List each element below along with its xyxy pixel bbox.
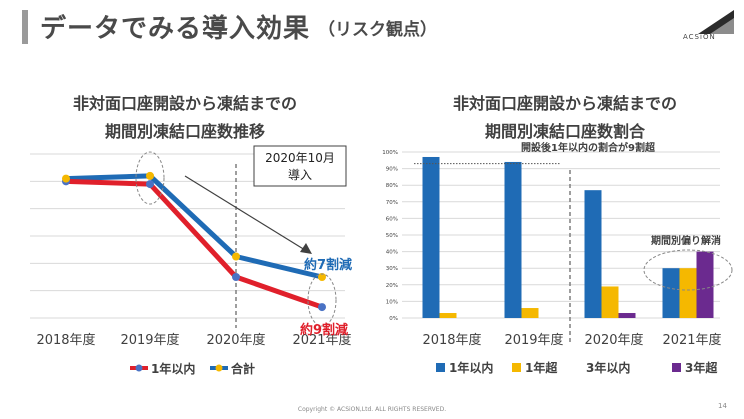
legend-label-1年超: 1年超 xyxy=(525,360,558,375)
bar-1年以内-2020年度 xyxy=(584,190,602,318)
data-point-合計 xyxy=(146,171,154,180)
trend-arrow-line xyxy=(184,175,306,251)
reduction-label-total: 約7割減 xyxy=(304,257,352,273)
bar-chart-title-line2: 期間別凍結口座数割合 xyxy=(484,122,645,141)
data-point-合計 xyxy=(232,252,240,261)
bar-chart-y-tick: 40% xyxy=(386,250,398,256)
bar-chart: 0% 10% 20% 30% 40% 50% 60% 70% 80% 90% 100% 2018年度 2… xyxy=(382,141,733,375)
line-chart-x-label: 2018年度 xyxy=(36,332,95,348)
bar-chart-x-label: 2021年度 xyxy=(662,332,721,348)
legend-swatch-1年超 xyxy=(512,363,521,372)
page-title: データでみる導入効果 xyxy=(40,14,311,44)
bar-1年以内-2021年度 xyxy=(662,268,680,318)
callout-box xyxy=(253,145,347,187)
data-point-1年以内 xyxy=(232,273,240,281)
bar-chart-y-tick: 30% xyxy=(386,266,398,272)
line-chart-title-line2: 期間別凍結口座数推移 xyxy=(104,122,265,141)
bar-chart-y-tick: 50% xyxy=(386,233,398,239)
legend-label-3年以内: 3年以内 xyxy=(586,360,630,375)
bar-1年超-2020年度 xyxy=(601,286,619,318)
trend-arrow-head xyxy=(300,243,312,254)
line-chart-title-line1: 非対面口座開設から凍結までの xyxy=(72,94,297,113)
bar-3年超-2021年度 xyxy=(696,251,714,318)
bar-chart-y-tick: 100% xyxy=(382,150,398,156)
highlight-ellipse-2019 xyxy=(135,151,165,205)
bar-chart-y-tick: 60% xyxy=(386,216,398,222)
legend-swatch-1年以内 xyxy=(436,363,445,372)
bar-chart-y-tick: 0% xyxy=(389,316,398,322)
legend-label-3年超: 3年超 xyxy=(685,360,718,375)
line-chart-x-label: 2020年度 xyxy=(206,332,265,348)
bar-1年超-2018年度 xyxy=(439,313,457,318)
data-point-1年以内 xyxy=(318,303,326,312)
line-chart-x-label: 2019年度 xyxy=(120,332,179,348)
bar-1年以内-2019年度 xyxy=(504,161,522,318)
data-point-1年以内 xyxy=(146,180,154,189)
highlight-ellipse-2021 xyxy=(307,273,337,327)
copyright-footer: Copyright © ACSiON,Ltd. ALL RIGHTS RESER… xyxy=(297,406,447,413)
legend-swatch-3年超 xyxy=(672,363,681,372)
bar-chart-y-tick: 20% xyxy=(386,283,398,289)
line-chart-x-label: 2021年度 xyxy=(292,332,351,348)
reduction-label-1yr: 約9割減 xyxy=(300,322,348,338)
data-point-合計 xyxy=(62,174,70,183)
bar-chart-y-tick: 70% xyxy=(386,200,398,206)
bar-chart-y-tick: 90% xyxy=(386,167,398,173)
highlight-ellipse-2021 xyxy=(643,249,733,291)
bar-1年以内-2018年度 xyxy=(422,156,440,318)
legend-marker-1年以内 xyxy=(135,364,143,372)
right-note: 期間別偏り解消 xyxy=(651,234,721,247)
page-number: 14 xyxy=(718,402,727,410)
bar-3年超-2020年度 xyxy=(618,313,636,318)
bar-chart-title-line1: 非対面口座開設から凍結までの xyxy=(452,94,677,113)
logo-text: ACSiON xyxy=(683,33,716,41)
series-line-1年以内 xyxy=(65,178,323,310)
page-subtitle: （リスク観点） xyxy=(318,20,437,40)
bar-chart-y-tick: 10% xyxy=(386,299,398,305)
callout-line1: 2020年10月 xyxy=(265,151,335,165)
callout-line2: 導入 xyxy=(288,168,312,182)
legend-marker-合計 xyxy=(215,364,223,372)
series-line-合計 xyxy=(65,173,323,280)
bar-chart-x-label: 2018年度 xyxy=(422,332,481,348)
bar-chart-x-label: 2019年度 xyxy=(504,332,563,348)
bar-1年超-2021年度 xyxy=(679,268,697,318)
top-note: 開設後1年以内の割合が9割超 xyxy=(521,141,656,154)
legend-label-合計: 合計 xyxy=(231,361,255,376)
legend-label-1年以内: 1年以内 xyxy=(449,360,493,375)
bar-chart-y-tick: 80% xyxy=(386,183,398,189)
legend-label-1年以内: 1年以内 xyxy=(151,361,195,376)
acsion-logo xyxy=(698,10,734,34)
bar-1年超-2019年度 xyxy=(521,308,539,318)
title-accent-bar xyxy=(22,10,28,44)
line-chart: 2018年度 2019年度 2020年度 2021年度 2020年10月導入約7割減約9… xyxy=(30,145,352,376)
bar-chart-x-label: 2020年度 xyxy=(584,332,643,348)
data-point-合計 xyxy=(318,273,326,281)
